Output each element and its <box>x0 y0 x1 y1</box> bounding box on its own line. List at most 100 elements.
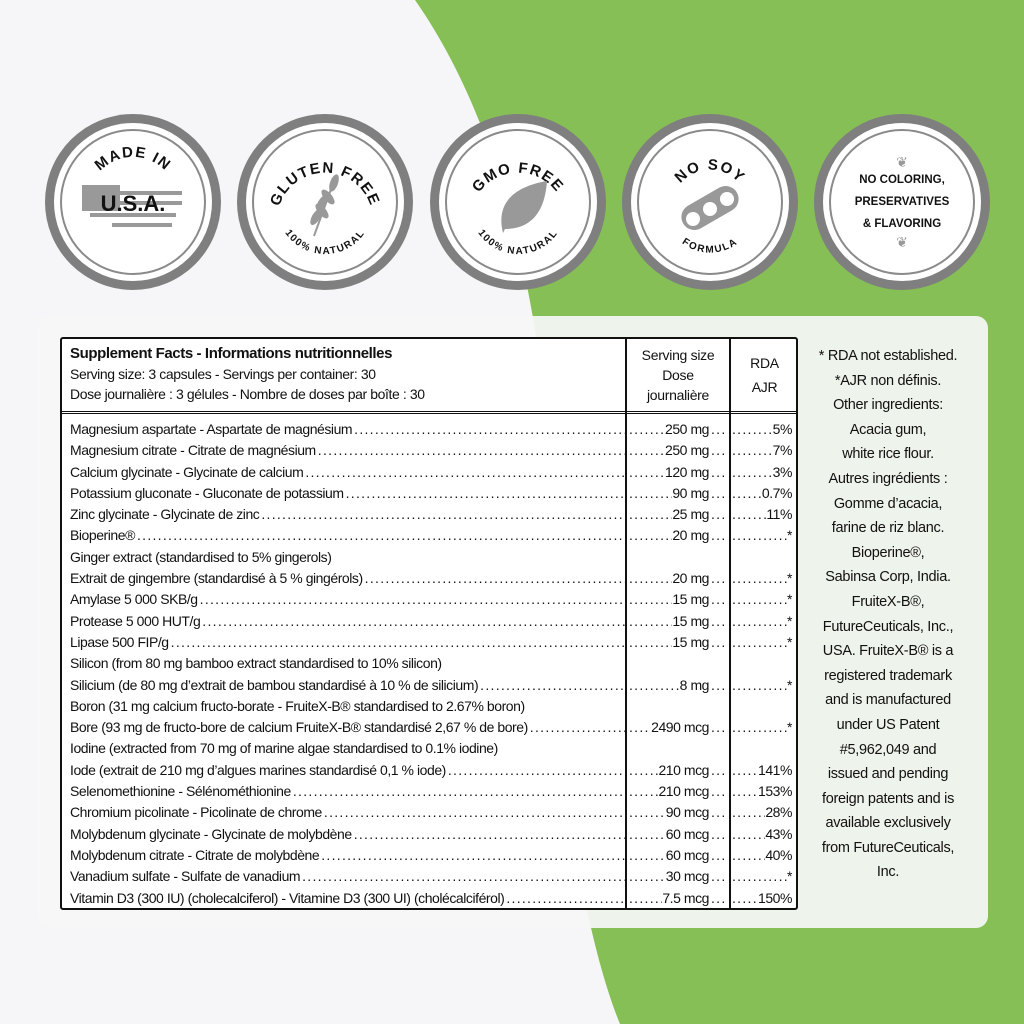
note-line: registered trademark <box>824 667 952 684</box>
usa-flag-map-icon <box>82 185 182 227</box>
table-row: Potassium gluconate - Gluconate de potas… <box>70 483 796 504</box>
soybean-pod-icon <box>681 186 739 230</box>
ingredient-name: Extrait de gingembre (standardisé à 5 % … <box>70 570 363 587</box>
rda-value: * <box>787 633 792 650</box>
rda-value: * <box>787 868 792 885</box>
ingredient-name: Silicon (from 80 mg bamboo extract stand… <box>70 655 442 672</box>
note-line: USA. FruiteX-B® is a <box>822 643 954 660</box>
table-row: Magnesium citrate - Citrate de magnésium… <box>70 440 796 461</box>
amount: 90 mg <box>672 484 709 501</box>
table-row: Bioperine® 20 mg * <box>70 525 796 546</box>
rda-value: 141% <box>757 761 792 778</box>
note-line: and is manufactured <box>825 692 951 709</box>
svg-text:MADE IN: MADE IN <box>92 144 175 174</box>
rda-value: 11% <box>766 506 792 523</box>
table-row: Vanadium sulfate - Sulfate de vanadium 30… <box>70 866 796 887</box>
note-line: #5,962,049 and <box>839 741 937 758</box>
note-line: white rice flour. <box>842 446 934 463</box>
ingredient-name: Lipase 500 FIP/g <box>70 633 169 650</box>
serving-fr: Dose journalière : 3 gélules - Nombre de… <box>70 386 425 402</box>
note-line: Inc. <box>876 864 900 881</box>
rda-value: 28% <box>765 804 792 821</box>
note-line: foreign patents and is <box>821 790 955 807</box>
facts-rows: Magnesium aspartate - Aspartate de magné… <box>70 419 796 909</box>
amount: 30 mcg <box>665 868 710 885</box>
note-line: Other ingredients: <box>833 397 943 414</box>
table-row: Protease 5 000 HUT/g 15 mg * <box>70 611 796 632</box>
ingredient-name: Boron (31 mg calcium fructo-borate - Fru… <box>70 697 525 714</box>
note-line: *AJR non définis. <box>834 372 942 389</box>
amount: 90 mcg <box>665 804 710 821</box>
svg-text:GMO FREE: GMO FREE <box>469 160 567 196</box>
ingredient-name: Bioperine® <box>70 527 135 544</box>
amount: 250 mg <box>665 421 709 437</box>
amount: 15 mg <box>672 612 709 629</box>
note-line: from FutureCeuticals, <box>821 839 955 856</box>
badge-no-coloring: ❦ NO COLORING, PRESERVATIVES & FLAVORING… <box>814 114 990 290</box>
facts-title: Supplement Facts - Informations nutritio… <box>70 345 393 362</box>
amount: 210 mcg <box>658 783 709 800</box>
serving-en: Serving size: 3 capsules - Servings per … <box>70 366 376 382</box>
table-row: Ginger extract (standardised to 5% ginge… <box>70 547 796 568</box>
ingredient-name: Iodine (extracted from 70 mg of marine a… <box>70 740 498 757</box>
badge-no-soy: NO SOY FORMULA <box>622 114 798 290</box>
footnotes: * RDA not established. *AJR non définis. O… <box>800 344 976 885</box>
ingredient-name: Iode (extrait de 210 mg d’algues marines… <box>70 761 446 778</box>
rda-value: * <box>787 676 792 693</box>
table-row: Chromium picolinate - Picolinate de chro… <box>70 802 796 823</box>
table-row: Lipase 500 FIP/g 15 mg * <box>70 632 796 653</box>
amount: 15 mg <box>672 591 709 608</box>
leaves-icon: ❦ <box>896 234 908 250</box>
amount: 60 mcg <box>665 825 710 842</box>
leaves-icon: ❦ <box>896 154 908 170</box>
note-line: Autres ingrédients : <box>828 470 948 487</box>
note-line: under US Patent <box>836 716 940 733</box>
ingredient-name: Ginger extract (standardised to 5% ginge… <box>70 548 332 565</box>
amount: 60 mcg <box>665 846 710 863</box>
note-line: FruiteX-B®, <box>851 593 925 610</box>
amount: 8 mg <box>679 676 710 693</box>
ingredient-name: Molybdenum glycinate - Glycinate de moly… <box>70 825 352 842</box>
rda-value: 43% <box>765 825 792 842</box>
amount: 20 mg <box>672 527 709 544</box>
svg-text:U.S.A.: U.S.A. <box>101 191 166 216</box>
rda-value: 5% <box>772 421 793 437</box>
col-rda-header: RDA AJR <box>750 355 779 395</box>
note-line: Acacia gum, <box>849 421 927 438</box>
ingredient-name: Amylase 5 000 SKB/g <box>70 591 198 608</box>
amount: 250 mg <box>665 442 709 459</box>
amount: 2490 mcg <box>651 719 709 736</box>
rda-value: * <box>787 570 792 587</box>
table-row: Molybdenum citrate - Citrate de molybdèn… <box>70 845 796 866</box>
rda-value: * <box>787 719 792 736</box>
rda-value: 3% <box>772 463 793 480</box>
table-row: Molybdenum glycinate - Glycinate de moly… <box>70 824 796 845</box>
col-serving-header: Serving size Dose journalière <box>641 347 715 403</box>
table-row: Iodine (extracted from 70 mg of marine a… <box>70 738 796 759</box>
ingredient-name: Calcium glycinate - Glycinate de calcium <box>70 463 304 480</box>
supplement-facts-table: Supplement Facts - Informations nutritio… <box>60 337 798 910</box>
note-line: Sabinsa Corp, India. <box>825 569 951 586</box>
facts-header: Supplement Facts - Informations nutritio… <box>70 343 425 404</box>
rda-value: 153% <box>757 783 792 800</box>
ingredient-name: Magnesium aspartate - Aspartate de magné… <box>70 421 353 437</box>
ingredient-name: Protease 5 000 HUT/g <box>70 612 201 629</box>
table-row: Vitamin D3 (300 IU) (cholecalciferol) - … <box>70 888 796 909</box>
svg-text:100% NATURAL: 100% NATURAL <box>476 228 561 257</box>
ingredient-name: Selenomethionine - Sélénométhionine <box>70 783 291 800</box>
ingredient-name: Vanadium sulfate - Sulfate de vanadium <box>70 868 301 885</box>
note-line: Bioperine®, <box>851 544 925 561</box>
amount: 120 mg <box>665 463 709 480</box>
badge-gmo-free: GMO FREE 100% NATURAL <box>430 114 606 290</box>
table-row: Silicium (de 80 mg d’extrait de bambou s… <box>70 675 796 696</box>
note-line: Gomme d’acacia, <box>833 495 943 512</box>
badge-made-in-usa: MADE IN U.S.A. <box>45 114 221 290</box>
svg-text:FORMULA: FORMULA <box>680 236 740 255</box>
table-row: Calcium glycinate - Glycinate de calcium… <box>70 462 796 483</box>
svg-text:NO SOY: NO SOY <box>672 156 749 186</box>
table-row: Extrait de gingembre (standardisé à 5 % … <box>70 568 796 589</box>
table-row: Magnesium aspartate - Aspartate de magné… <box>70 419 796 440</box>
amount: 7.5 mcg <box>662 889 709 906</box>
amount: 25 mg <box>672 506 709 523</box>
rda-value: 150% <box>757 889 792 906</box>
